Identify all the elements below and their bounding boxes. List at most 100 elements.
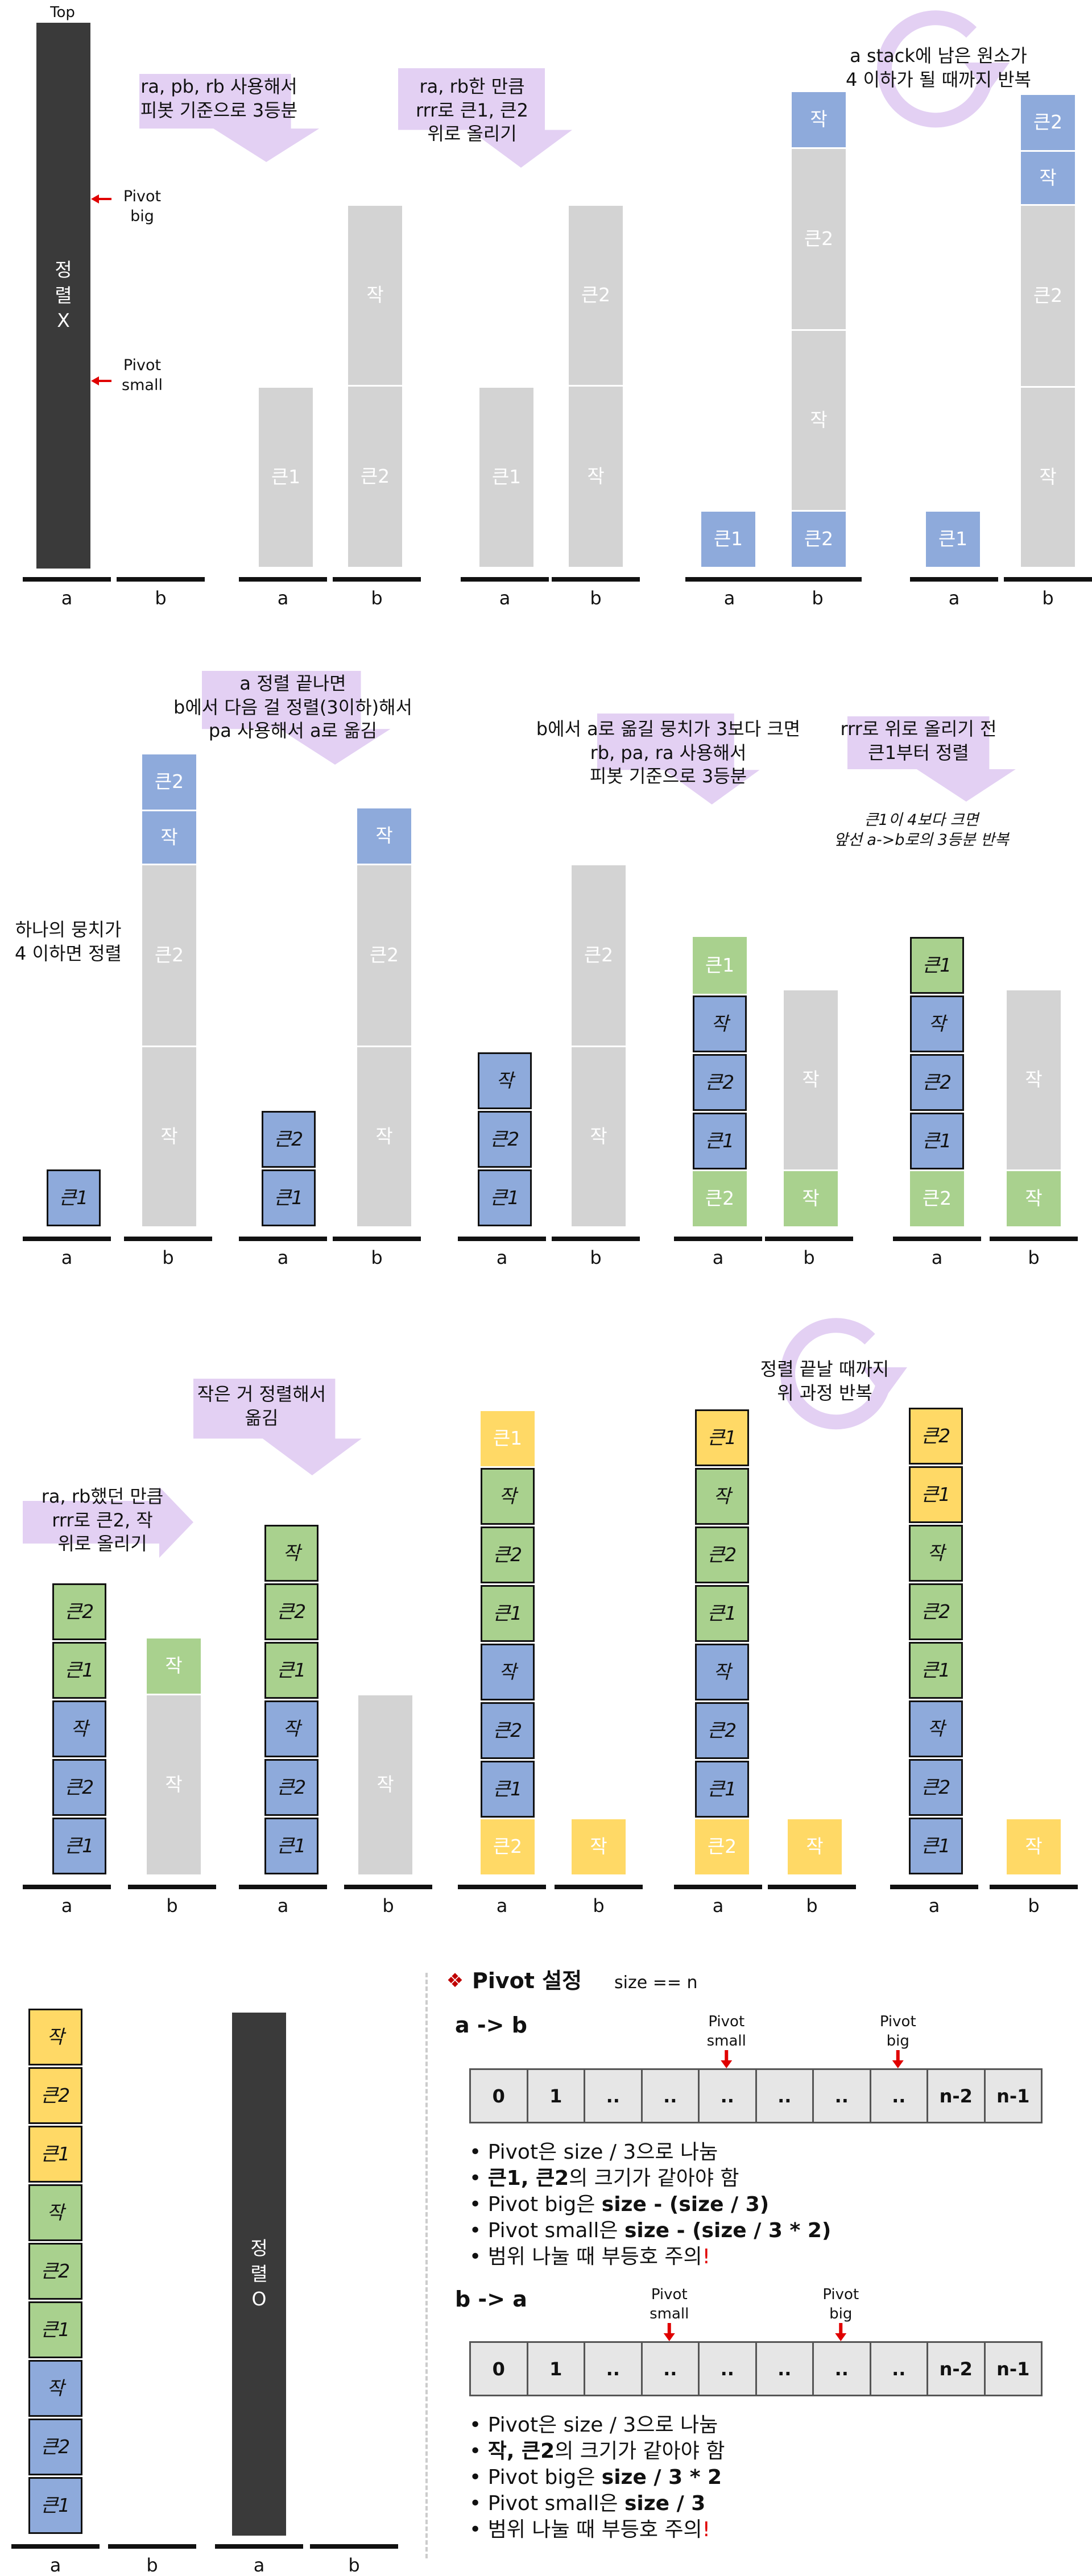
- arrow-n10: [193, 1379, 362, 1475]
- r3s4-a-big2: 큰2: [695, 1819, 749, 1874]
- r4-a-big1: 큰1: [28, 2126, 82, 2183]
- r3s5-a-small: 작: [909, 1525, 963, 1582]
- r3s5-a-baseline: [890, 1885, 978, 1889]
- r4-b-label: b: [146, 2554, 158, 2576]
- bullet-dot: •: [469, 2466, 488, 2489]
- r2s5-b-label: b: [1028, 1247, 1040, 1268]
- r1s4-a-big1: 큰1: [701, 512, 755, 567]
- note-n2: ra, rb한 만큼 rrr로 큰1, 큰2 위로 올리기: [416, 76, 528, 145]
- r1s2-a-label: a: [277, 587, 289, 609]
- r3s3-a-big1: 큰1: [481, 1585, 535, 1642]
- r2s2-a-big1: 큰1: [262, 1169, 316, 1226]
- r3s5-b-baseline: [990, 1885, 1078, 1889]
- ba-marker-big-label: Pivot big: [822, 2286, 859, 2322]
- r1-b-label: b: [155, 587, 167, 609]
- note-n3: a stack에 남은 원소가 4 이하가 될 때까지 반복: [845, 45, 1031, 90]
- pivot-title: Pivot 설정: [472, 1968, 582, 1993]
- r1s5-b-big2: 큰2: [1021, 95, 1075, 150]
- r1s5-b-label: b: [1042, 587, 1054, 609]
- r3s1-a-big1: 큰1: [52, 1642, 106, 1699]
- ba-marker-small-arrow: [663, 2323, 675, 2341]
- top-label: Top: [50, 4, 75, 21]
- r3s1-b-baseline: [128, 1885, 216, 1889]
- r2s4-a-big2: 큰2: [693, 1171, 747, 1226]
- r4-a-small: 작: [28, 2360, 82, 2417]
- bullet-dot: •: [469, 2141, 488, 2164]
- r2s4-a-baseline: [674, 1237, 762, 1241]
- r3s1-a-label: a: [61, 1895, 73, 1917]
- r1s4-a-baseline: [685, 577, 774, 582]
- r3s4-a-big1: 큰1: [695, 1585, 749, 1642]
- ab-marker-small-arrow: [721, 2050, 733, 2068]
- r4-a-big2: 큰2: [28, 2067, 82, 2124]
- arrow-n1: [139, 74, 320, 162]
- ba-bullet: • 작, 큰2의 크기가 같아야 함: [469, 2438, 725, 2465]
- r3s2-b-baseline: [344, 1885, 432, 1889]
- bullet-bold: size - (size / 3 * 2): [624, 2219, 832, 2242]
- r1-b-baseline: [117, 577, 205, 582]
- r1s3-b-baseline: [552, 577, 640, 582]
- r2s2-a-label: a: [277, 1247, 289, 1268]
- r3s3-a-small: 작: [481, 1644, 535, 1700]
- r1s2-b-label: b: [371, 587, 383, 609]
- bullet-dot: •: [469, 2413, 488, 2437]
- r4-a-small: 작: [28, 2009, 82, 2065]
- r2s3-a-small: 작: [478, 1052, 532, 1109]
- r3s1-b-small: 작: [147, 1638, 201, 1694]
- ba-cell: ..: [812, 2341, 871, 2396]
- r3s3-a-big2: 큰2: [481, 1526, 535, 1583]
- r4s2-a-baseline: [215, 2544, 303, 2549]
- r3s2-a-baseline: [239, 1885, 327, 1889]
- ab-bullet: • 범위 나눌 때 부등호 주의!: [469, 2244, 710, 2271]
- r2s3-b-small: 작: [572, 1047, 626, 1226]
- note-n1: ra, pb, rb 사용해서 피봇 기준으로 3등분: [140, 76, 298, 121]
- r3s5-b-small: 작: [1007, 1819, 1061, 1874]
- bullet-pre: Pivot small은: [487, 2219, 624, 2242]
- r3s4-a-small: 작: [695, 1468, 749, 1525]
- r2s3-a-label: a: [496, 1247, 508, 1268]
- r1s4-b-label: b: [812, 587, 824, 609]
- r3s3-a-big2: 큰2: [481, 1819, 535, 1874]
- r3s5-a-big2: 큰2: [909, 1583, 963, 1640]
- r3s4-a-big1: 큰1: [695, 1761, 749, 1818]
- ba-marker-small-label: Pivot small: [650, 2286, 689, 2322]
- r1s2-b-big2: 큰2: [348, 387, 402, 567]
- ab-marker-big-label: Pivot big: [879, 2013, 916, 2050]
- r2s2-b-baseline: [333, 1237, 421, 1241]
- r3s4-a-big2: 큰2: [695, 1702, 749, 1759]
- r1s4-b-small: 작: [792, 92, 846, 147]
- r2s4-a-big2: 큰2: [693, 1054, 747, 1111]
- ab-marker-big-arrow: [892, 2050, 904, 2068]
- r4-a-big1: 큰1: [28, 2477, 82, 2534]
- r3s3-b-baseline: [555, 1885, 643, 1889]
- bullet-plain: Pivot은 size / 3으로 나눔: [487, 2413, 718, 2437]
- r1s3-b-label: b: [590, 587, 602, 609]
- r3s1-a-big2: 큰2: [52, 1583, 106, 1640]
- r2s2-b-big2: 큰2: [357, 865, 411, 1046]
- bullet-dot: •: [469, 2492, 488, 2515]
- ba-marker-big-arrow: [835, 2323, 847, 2341]
- sorted-block: 정 렬 O: [232, 2013, 286, 2536]
- r3s5-a-big1: 큰1: [909, 1466, 963, 1523]
- ab-cell: ..: [812, 2068, 871, 2123]
- r1s4-b-small: 작: [792, 331, 846, 510]
- r3s4-a-label: a: [712, 1895, 724, 1917]
- r1s5-b-small: 작: [1021, 388, 1075, 567]
- note-n11: 정렬 끝날 때까지 위 과정 반복: [760, 1358, 890, 1404]
- r2s3-b-label: b: [590, 1247, 602, 1268]
- r2s4-a-label: a: [712, 1247, 724, 1268]
- r2s1-b-small: 작: [142, 1047, 196, 1226]
- r2s2-b-small: 작: [357, 1047, 411, 1226]
- r3s1-a-big1: 큰1: [52, 1818, 106, 1874]
- ba-cell: 0: [469, 2341, 528, 2396]
- r2s1-a-baseline: [23, 1237, 111, 1241]
- r1s3-b-small: 작: [569, 387, 623, 567]
- r3s3-a-big2: 큰2: [481, 1702, 535, 1759]
- r4-a-big2: 큰2: [28, 2243, 82, 2300]
- ab-cell: 0: [469, 2068, 528, 2123]
- r3s3-a-small: 작: [481, 1468, 535, 1525]
- r1s5-b-small: 작: [1021, 152, 1075, 204]
- r1s2-b-baseline: [333, 577, 421, 582]
- r3s4-b-small: 작: [788, 1819, 842, 1874]
